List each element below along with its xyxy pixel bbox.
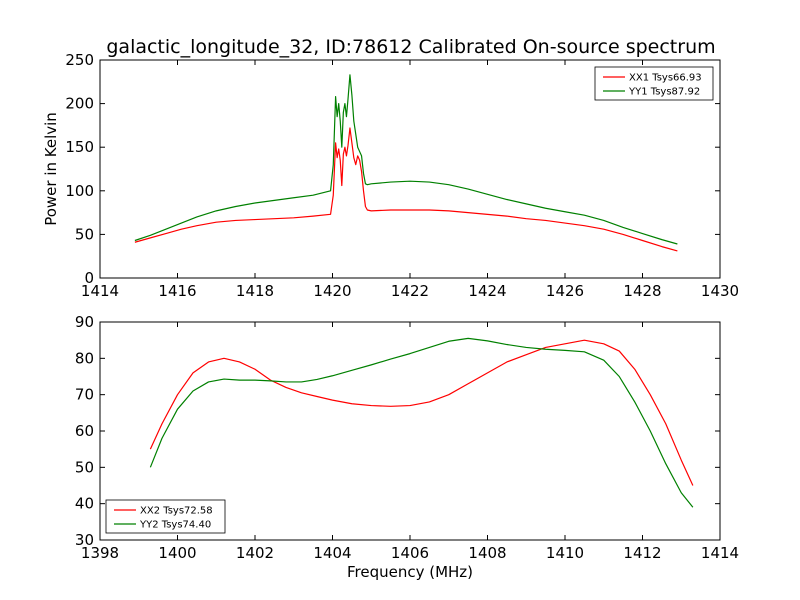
- legend-label: YY1 Tsys87.92: [628, 87, 700, 98]
- x-tick-label: 1414: [81, 282, 119, 300]
- y-tick-label: 150: [65, 138, 94, 156]
- y-tick-label: 200: [65, 95, 94, 113]
- x-tick-label: 1410: [546, 544, 584, 562]
- x-tick-label: 1416: [158, 282, 196, 300]
- x-tick-label: 1402: [236, 544, 274, 562]
- legend-box: [105, 499, 226, 534]
- x-tick-label: 1406: [391, 544, 429, 562]
- top-panel: 1414 1416 1418 1420 1422 1424 1426 1428 1430 0 50 1…: [42, 51, 739, 300]
- legend: XX1 Tsys66.93 YY1 Tsys87.92: [594, 66, 714, 101]
- series-line-xx2-tsys72.58: [149, 339, 694, 486]
- legend-label: YY2 Tsys74.40: [139, 520, 211, 531]
- y-tick-label: 30: [75, 531, 94, 549]
- y-tick-label: 90: [75, 313, 94, 331]
- y-tick-label: 50: [75, 225, 94, 243]
- x-tick-label: 1418: [236, 282, 274, 300]
- y-tick-label: 250: [65, 51, 94, 69]
- legend: XX2 Tsys72.58 YY2 Tsys74.40: [105, 499, 226, 534]
- x-tick-label: 1412: [623, 544, 661, 562]
- y-axis-label: Power in Kelvin: [42, 112, 60, 226]
- x-tick-label: 1414: [701, 544, 739, 562]
- legend-label: XX1 Tsys66.93: [629, 73, 702, 84]
- x-tick-label: 1430: [701, 282, 739, 300]
- x-tick-label: 1424: [468, 282, 506, 300]
- x-tick-label: 1426: [546, 282, 584, 300]
- x-tick-label: 1398: [81, 544, 119, 562]
- y-tick-label: 70: [75, 386, 94, 404]
- x-tick-label: 1428: [623, 282, 661, 300]
- x-tick-label: 1422: [391, 282, 429, 300]
- x-axis-label: Frequency (MHz): [347, 563, 473, 581]
- y-tick-label: 50: [75, 458, 94, 476]
- legend-box: [594, 66, 714, 101]
- y-tick-label: 60: [75, 422, 94, 440]
- series-line-xx1-tsys66.93: [134, 127, 678, 252]
- y-tick-label: 0: [84, 269, 94, 287]
- legend-label: XX2 Tsys72.58: [140, 506, 213, 517]
- x-tick-label: 1420: [313, 282, 351, 300]
- x-tick-label: 1408: [468, 544, 506, 562]
- y-tick-label: 40: [75, 495, 94, 513]
- x-tick-label: 1400: [158, 544, 196, 562]
- series-line-yy2-tsys74.40: [149, 337, 694, 508]
- figure-title: galactic_longitude_32, ID:78612 Calibrat…: [106, 36, 715, 58]
- series-line-yy1-tsys87.92: [134, 74, 678, 245]
- bottom-panel: 1398 1400 1402 1404 1406 1408 1410 1412 1414 30 40…: [75, 313, 739, 581]
- y-tick-label: 100: [65, 182, 94, 200]
- x-tick-label: 1404: [313, 544, 351, 562]
- y-tick-label: 80: [75, 349, 94, 367]
